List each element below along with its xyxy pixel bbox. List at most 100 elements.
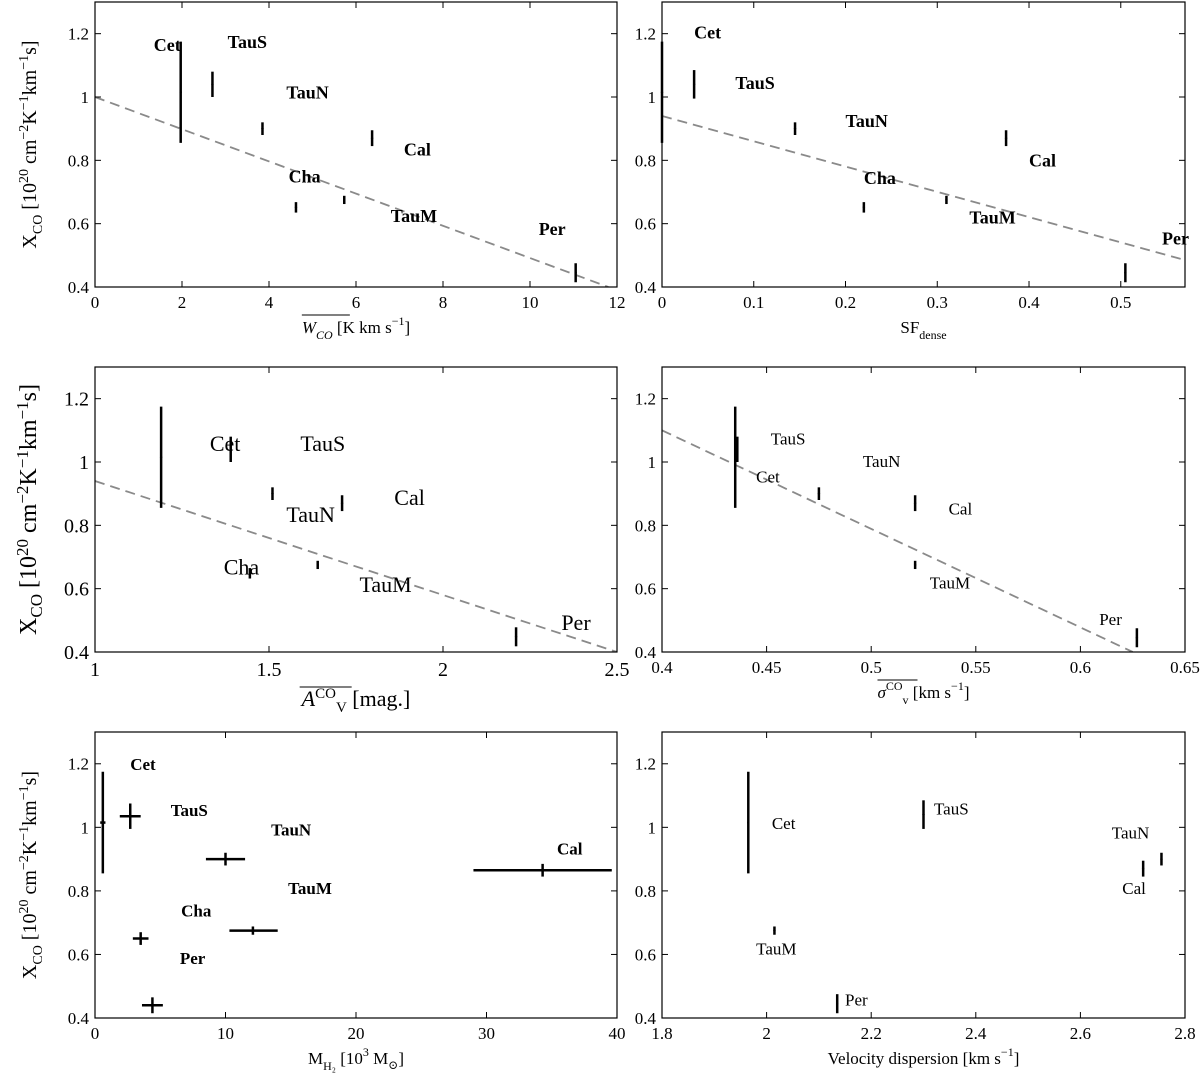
y-tick-label: 0.6 — [68, 215, 89, 234]
data-point-taum — [773, 926, 776, 935]
point-label-taus: TauS — [735, 73, 774, 93]
data-point-cal — [1141, 860, 1145, 877]
y-axis-label-part: cm — [19, 870, 41, 900]
data-point-cet — [747, 771, 750, 874]
y-tick-label: 0.6 — [635, 580, 656, 599]
x-axis-label-part: [km s — [909, 683, 952, 702]
fit-line — [95, 480, 617, 652]
x-axis-label-part: 3 — [363, 1045, 369, 1059]
data-point-cha — [132, 932, 149, 945]
point-marker — [747, 821, 750, 824]
x-tick-label: 0.45 — [752, 658, 782, 677]
y-axis-label: XCO [1020 cm−2K−1km−1s] — [17, 771, 46, 979]
data-point-taus — [229, 436, 232, 462]
point-marker — [101, 821, 105, 824]
x-tick-label: 0.5 — [861, 658, 882, 677]
x-tick-label: 2.4 — [965, 1024, 987, 1043]
data-point-taun — [1160, 852, 1163, 866]
point-label-taum: TauM — [756, 939, 796, 958]
data-point-cha — [248, 568, 252, 579]
x-axis-label-part: V — [336, 700, 347, 716]
y-axis-label-part: km — [19, 69, 41, 95]
y-axis-label-part: cm — [19, 139, 41, 169]
y-axis-label-part: X — [16, 618, 42, 635]
point-label-cet: Cet — [154, 35, 181, 55]
x-tick-label: 0 — [658, 293, 667, 312]
point-marker — [370, 136, 374, 140]
x-axis-label-part: [K km s — [333, 318, 392, 337]
chart-panel-top-right: 0 0.1 0.2 0.3 0.4 0.5 0.4 0.6 0.8 1 1.2 Cet TauS TauN… — [635, 1, 1189, 342]
point-label-taun: TauN — [286, 83, 328, 103]
x-tick-label: 0.4 — [651, 658, 673, 677]
data-point-taum — [913, 560, 917, 570]
data-point-cet — [733, 406, 737, 508]
x-axis-label-part: [mag.] — [347, 686, 411, 711]
data-point-cet — [159, 406, 163, 508]
data-point-cal — [1004, 130, 1008, 147]
x-axis-label-part: M — [369, 1049, 388, 1068]
point-marker — [692, 83, 696, 86]
data-point-taus — [119, 803, 141, 829]
y-tick-label: 0.8 — [68, 882, 89, 901]
y-axis-label-part: −1 — [17, 826, 32, 841]
y-axis-label-part: s] — [19, 771, 41, 785]
x-axis-label-part: −1 — [951, 679, 964, 693]
y-tick-label: 1.2 — [635, 25, 656, 44]
point-label-cha: Cha — [181, 901, 212, 920]
x-axis-label-part: H₂ — [323, 1059, 336, 1073]
point-label-taun: TauN — [1112, 823, 1150, 842]
x-axis-label-part: W — [302, 318, 318, 337]
point-label-cet: Cet — [756, 468, 780, 487]
x-tick-label: 10 — [522, 293, 539, 312]
data-point-per — [1135, 628, 1139, 648]
x-axis-label-part: [10 — [336, 1049, 363, 1068]
x-axis-label-part: ] — [964, 683, 970, 702]
data-point-cet — [179, 41, 182, 143]
point-label-cal: Cal — [394, 485, 425, 510]
data-point-taum — [343, 195, 346, 205]
x-axis-label-part: CO — [316, 328, 333, 342]
point-marker — [179, 91, 182, 94]
fit-line — [662, 115, 1185, 261]
x-axis-label-part: A — [300, 686, 316, 711]
y-tick-label: 0.8 — [635, 882, 656, 901]
x-axis-label-part: dense — [919, 328, 946, 342]
y-axis-label-part: CO — [31, 215, 46, 234]
y-axis-label-part: K — [19, 840, 41, 855]
point-marker — [224, 857, 227, 861]
data-point-cha — [862, 202, 866, 213]
data-point-cal — [340, 495, 344, 512]
point-label-taun: TauN — [846, 111, 888, 131]
data-point-taun — [205, 852, 246, 866]
data-point-taum — [316, 560, 319, 570]
x-tick-label: 0 — [91, 1024, 100, 1043]
data-point-cal — [913, 495, 917, 512]
point-label-taum: TauM — [288, 879, 332, 898]
y-axis-label-part: X — [19, 234, 41, 249]
point-label-cal: Cal — [1029, 151, 1056, 171]
y-tick-label: 1 — [81, 818, 90, 837]
y-axis-label-part: −1 — [17, 95, 32, 110]
x-tick-label: 2.6 — [1070, 1024, 1091, 1043]
fit-line — [662, 429, 1134, 652]
point-marker — [1141, 867, 1145, 870]
axes-frame — [94, 731, 618, 1019]
y-tick-label: 1 — [648, 818, 657, 837]
x-axis-label-part: ] — [1014, 1049, 1020, 1068]
point-label-taum: TauM — [930, 574, 970, 593]
x-axis-label-part: v — [903, 693, 909, 707]
x-axis-label-part: Velocity dispersion [km s — [828, 1049, 1001, 1068]
point-marker — [514, 635, 518, 638]
data-point-cet — [100, 771, 106, 874]
data-point-taus — [922, 800, 925, 829]
point-marker — [660, 91, 664, 94]
data-point-per — [141, 997, 163, 1014]
x-axis-label-part: σ — [877, 683, 886, 702]
point-marker — [922, 813, 925, 816]
x-axis-label: SFdense — [900, 318, 946, 342]
point-label-cal: Cal — [404, 140, 431, 160]
y-tick-label: 1.2 — [635, 755, 656, 774]
point-label-cet: Cet — [694, 22, 721, 42]
data-point-taun — [793, 122, 797, 135]
point-marker — [1004, 136, 1008, 140]
